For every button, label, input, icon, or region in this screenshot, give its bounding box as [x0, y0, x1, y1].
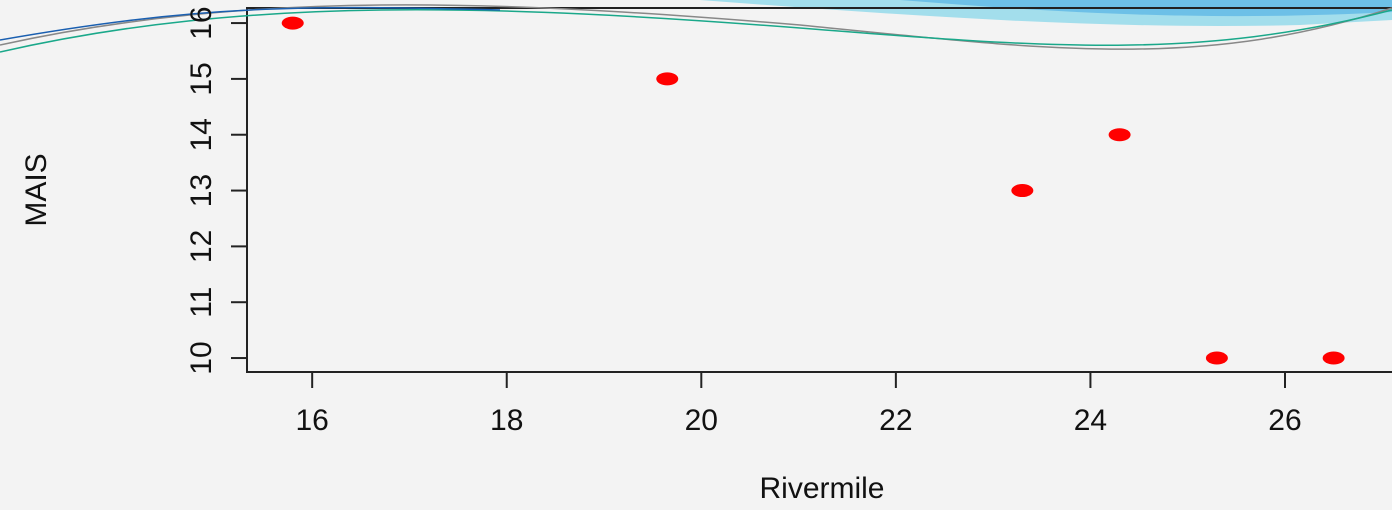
x-tick-label: 16 — [295, 404, 328, 437]
y-tick-label: 13 — [185, 174, 218, 207]
y-axis-label: MAIS — [20, 153, 53, 226]
point — [282, 17, 304, 30]
point — [1206, 352, 1228, 365]
x-tick-label: 20 — [685, 404, 718, 437]
x-tick-label: 22 — [879, 404, 912, 437]
x-tick-label: 18 — [490, 404, 523, 437]
point — [1109, 128, 1131, 141]
y-tick-label: 15 — [185, 62, 218, 95]
y-tick-label: 16 — [185, 6, 218, 39]
x-axis-label: Rivermile — [759, 472, 884, 505]
y-tick-label: 10 — [185, 341, 218, 374]
x-tick-label: 26 — [1268, 404, 1301, 437]
page: Rivermile MAIS 16 18 20 22 24 26 10 11 12 13 14 15 1… — [0, 0, 1392, 510]
y-tick-label: 12 — [185, 230, 218, 263]
chart: Rivermile MAIS 16 18 20 22 24 26 10 11 12 13 14 15 1… — [0, 0, 1392, 510]
y-tick-label: 11 — [185, 287, 218, 318]
point — [1323, 352, 1345, 365]
y-tick-label: 14 — [185, 118, 218, 151]
point — [1011, 184, 1033, 197]
point — [656, 72, 678, 85]
x-tick-label: 24 — [1074, 404, 1107, 437]
